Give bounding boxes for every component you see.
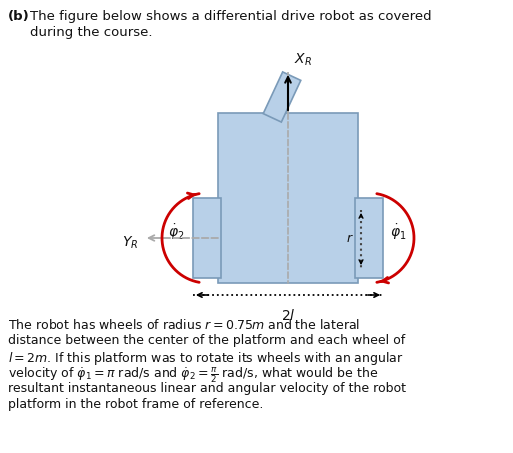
- Text: platform in the robot frame of reference.: platform in the robot frame of reference…: [8, 398, 263, 411]
- Bar: [355, 198, 383, 278]
- Text: $l = 2m$. If this platform was to rotate its wheels with an angular: $l = 2m$. If this platform was to rotate…: [8, 350, 404, 367]
- Text: resultant instantaneous linear and angular velocity of the robot: resultant instantaneous linear and angul…: [8, 382, 406, 395]
- Text: $Y_R$: $Y_R$: [122, 235, 138, 251]
- Text: $2l$: $2l$: [281, 308, 295, 323]
- Text: The figure below shows a differential drive robot as covered: The figure below shows a differential dr…: [30, 10, 431, 23]
- Text: distance between the center of the platform and each wheel of: distance between the center of the platf…: [8, 334, 405, 347]
- Text: $\dot{\varphi}_2$: $\dot{\varphi}_2$: [168, 222, 185, 242]
- Text: The robot has wheels of radius $r = 0.75m$ and the lateral: The robot has wheels of radius $r = 0.75…: [8, 318, 360, 332]
- Text: $X_R$: $X_R$: [294, 52, 312, 68]
- Text: velocity of $\dot{\varphi}_1 = \pi$ rad/s and $\dot{\varphi}_2 = \frac{\pi}{2}$ : velocity of $\dot{\varphi}_1 = \pi$ rad/…: [8, 366, 379, 385]
- Polygon shape: [263, 72, 301, 122]
- Bar: [218, 113, 358, 283]
- Text: $r$: $r$: [346, 232, 354, 246]
- Text: during the course.: during the course.: [30, 26, 152, 39]
- Bar: [193, 198, 221, 278]
- Text: $\dot{\varphi}_1$: $\dot{\varphi}_1$: [390, 222, 406, 242]
- Text: (b): (b): [8, 10, 30, 23]
